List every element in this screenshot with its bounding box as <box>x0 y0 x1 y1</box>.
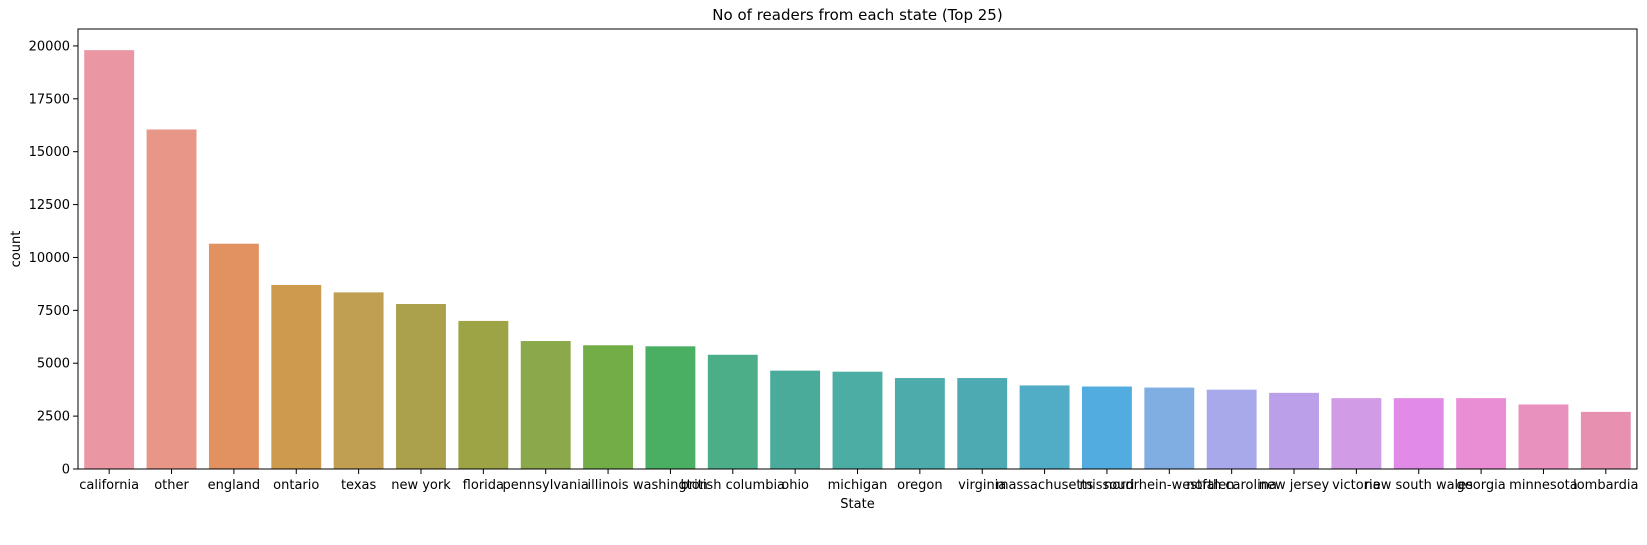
x-tick-label: florida <box>463 478 504 493</box>
x-tick-label: victoria <box>1332 478 1380 493</box>
x-tick-label: georgia <box>1457 478 1506 493</box>
x-tick-label: virginia <box>958 478 1006 493</box>
bar-north-carolina <box>1206 389 1257 469</box>
bar-victoria <box>1331 398 1382 469</box>
x-tick-label: washington <box>633 478 708 493</box>
x-tick-label: massachusetts <box>996 478 1094 493</box>
x-tick-label: illinois <box>588 478 629 493</box>
plot-frame <box>77 28 1638 470</box>
bar-other <box>146 129 197 469</box>
x-tick-label: england <box>208 478 261 493</box>
bar-ontario <box>271 284 322 469</box>
y-tick-label: 7500 <box>37 304 70 319</box>
y-tick-label: 2500 <box>37 410 70 425</box>
x-axis-ticks: california other england ontario texas new yo… <box>79 469 1639 493</box>
bar-michigan <box>832 371 883 469</box>
bar-texas <box>333 292 384 469</box>
bar-lombardia <box>1580 411 1631 469</box>
x-tick-label: texas <box>341 478 377 493</box>
y-tick-label: 17500 <box>29 92 70 107</box>
x-tick-label: nordrhein-westfalen <box>1104 478 1234 493</box>
y-axis-title: count <box>9 231 24 268</box>
x-tick-label: california <box>79 478 139 493</box>
bar-missouri <box>1081 386 1132 469</box>
x-tick-label: minnesota <box>1509 478 1578 493</box>
chart-title: No of readers from each state (Top 25) <box>712 6 1002 24</box>
bar-new-south-wales <box>1393 398 1444 469</box>
y-tick-label: 10000 <box>29 251 70 266</box>
x-tick-label: ohio <box>781 478 809 493</box>
x-tick-label: pennsylvania <box>503 478 589 493</box>
bar-california <box>84 50 135 470</box>
bar-new-york <box>396 304 446 469</box>
bar-georgia <box>1456 398 1507 469</box>
x-tick-label: missouri <box>1079 478 1134 493</box>
y-tick-label: 0 <box>62 463 70 478</box>
bar-florida <box>458 320 509 469</box>
x-tick-label: other <box>154 478 189 493</box>
bar-massachusetts <box>1019 385 1070 469</box>
y-tick-label: 20000 <box>29 39 70 54</box>
bar-england <box>208 243 259 469</box>
x-tick-label: new york <box>391 478 451 493</box>
bar-washington <box>645 346 696 469</box>
bar-oregon <box>894 378 945 469</box>
x-axis-title: State <box>840 497 874 512</box>
x-tick-label: oregon <box>897 478 942 493</box>
x-tick-label: new south wales <box>1365 478 1474 493</box>
x-tick-label: michigan <box>828 478 888 493</box>
bar-new-jersey <box>1269 392 1319 469</box>
bar-illinois <box>583 345 634 469</box>
x-tick-label: ontario <box>273 478 319 493</box>
x-tick-label: new jersey <box>1259 478 1330 493</box>
y-tick-label: 5000 <box>37 357 70 372</box>
y-axis-ticks: 0 2500 5000 7500 10000 12500 15000 17500 20000 <box>29 39 78 478</box>
bar-nordrhein-westfalen <box>1144 387 1195 469</box>
bar-ohio <box>770 370 821 469</box>
bar-minnesota <box>1518 404 1569 469</box>
y-tick-label: 15000 <box>29 145 70 160</box>
bar-virginia <box>957 378 1008 469</box>
x-tick-label: lombardia <box>1573 478 1638 493</box>
x-tick-label: north carolina <box>1186 478 1277 493</box>
bar-pennsylvania <box>520 341 571 469</box>
y-tick-label: 12500 <box>29 198 70 213</box>
x-tick-label: british columbia <box>681 478 786 493</box>
bar-british-columbia <box>707 354 758 469</box>
bars-group <box>84 50 1631 470</box>
